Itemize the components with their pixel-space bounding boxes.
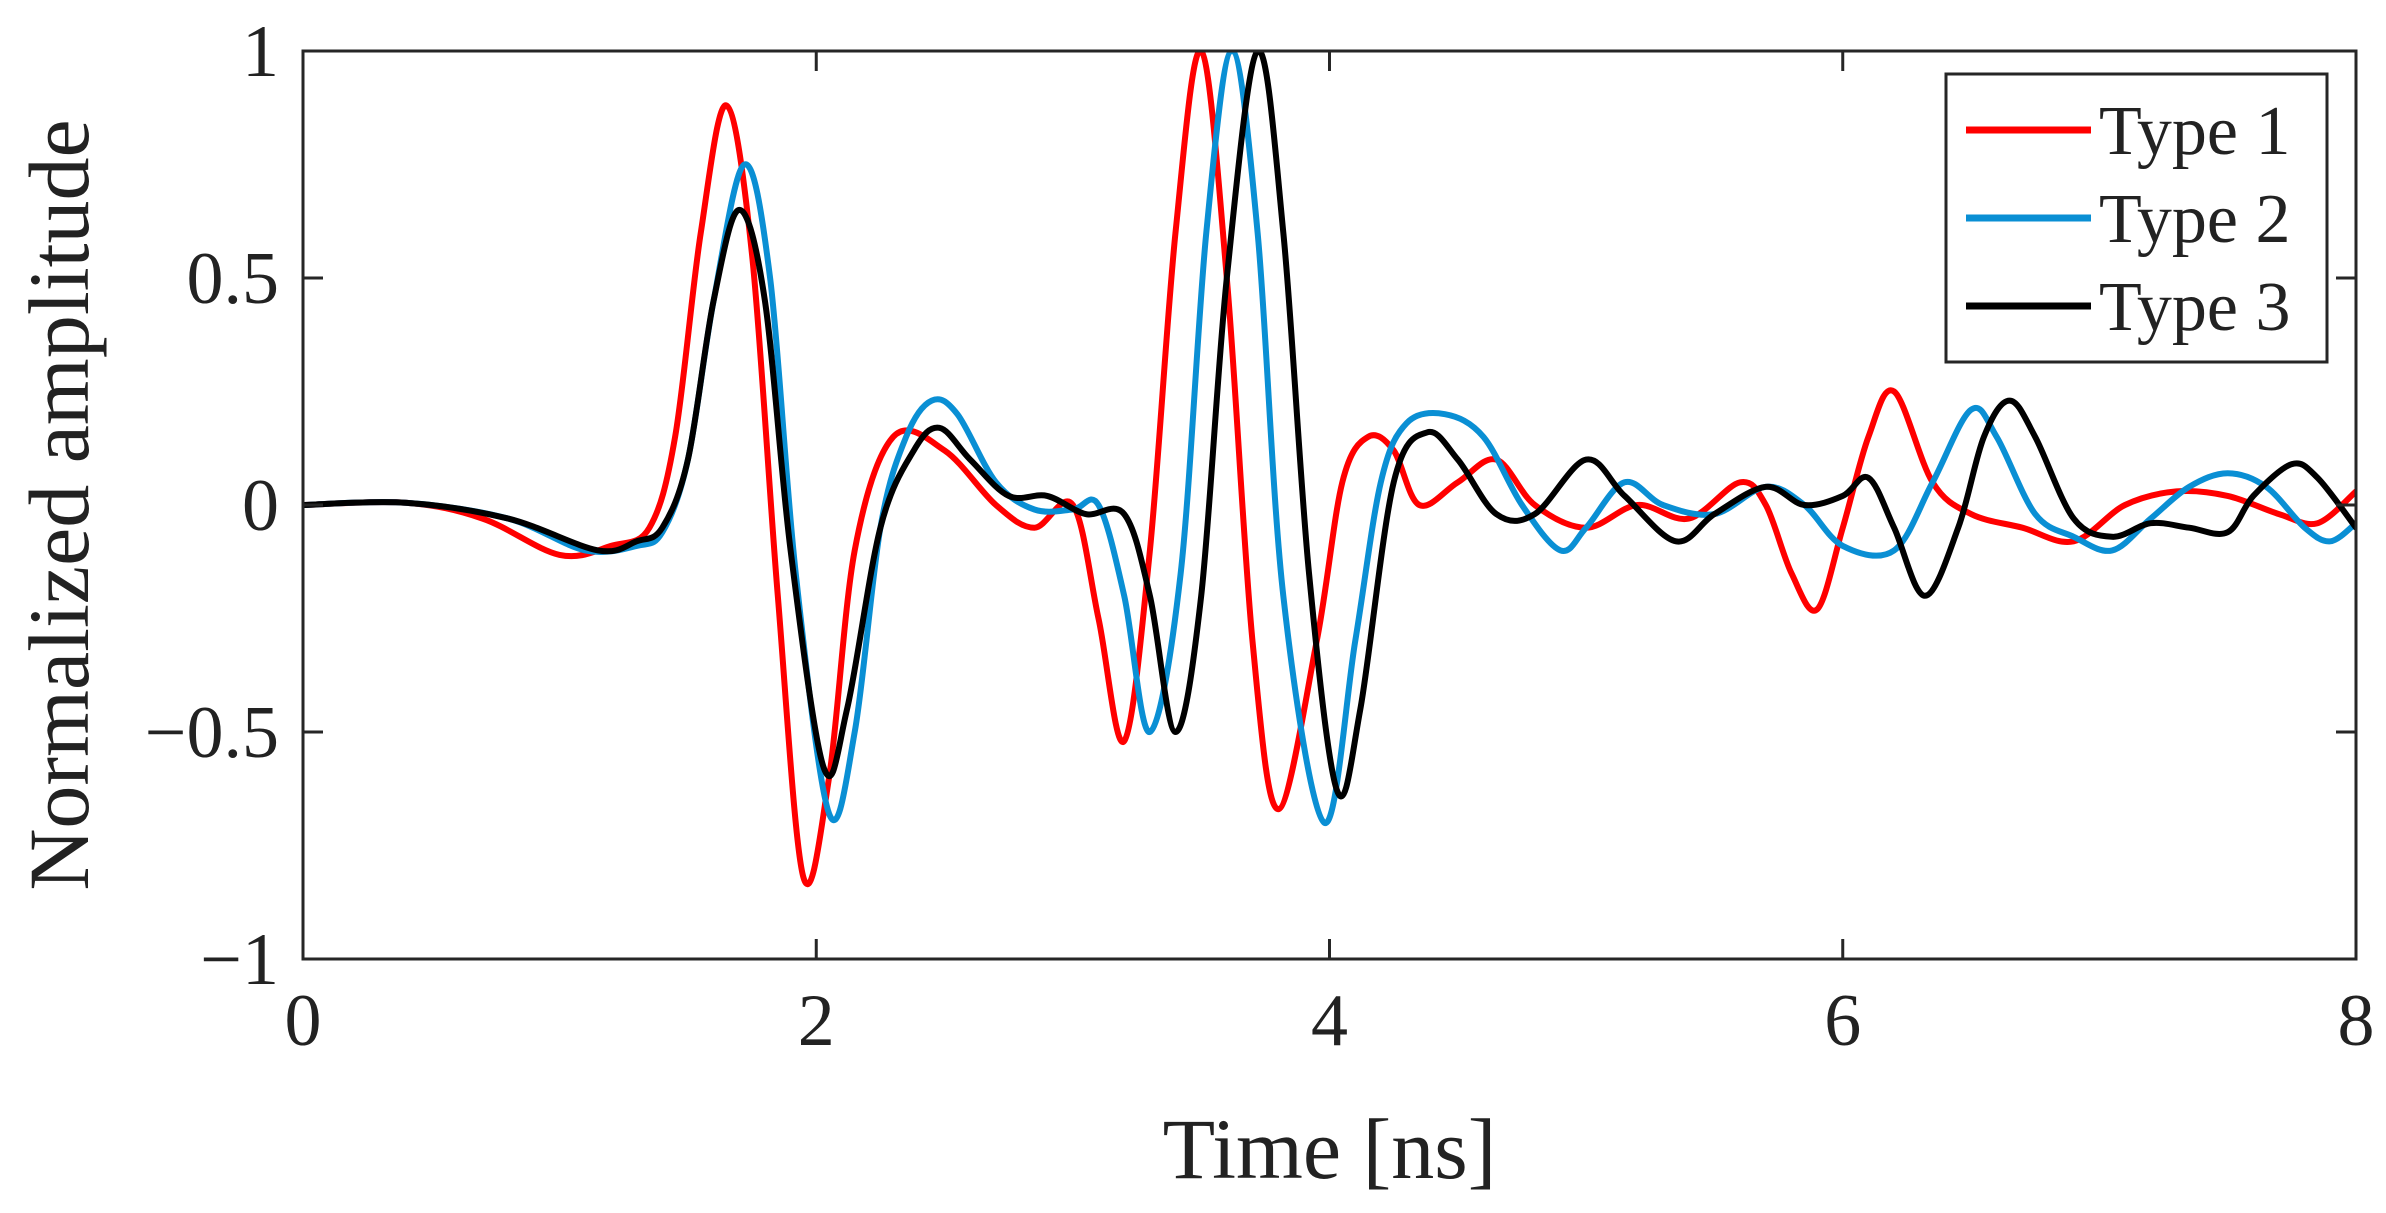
series-line-2: [303, 51, 2356, 826]
x-tick-label: 8: [2338, 980, 2375, 1062]
x-tick-label: 0: [285, 980, 322, 1062]
y-tick-label: 0.5: [187, 238, 280, 320]
x-axis-label: Time [ns]: [1163, 1101, 1497, 1197]
legend: Type 1 Type 2 Type 3: [1944, 72, 2329, 364]
y-tick-label: 0: [242, 465, 279, 547]
legend-label-2: Type 2: [2099, 181, 2290, 258]
y-tick-label: −1: [200, 919, 279, 1001]
x-tick-label: 2: [798, 980, 835, 1062]
y-tick-label: 1: [242, 11, 279, 93]
series-line-3: [303, 51, 2356, 800]
y-tick-label: −0.5: [145, 692, 279, 774]
legend-label-3: Type 3: [2099, 269, 2290, 346]
x-tick-label: 6: [1824, 980, 1861, 1062]
x-tick-label: 4: [1311, 980, 1348, 1062]
series-layer: [303, 51, 2356, 888]
axis-ticks: 0 2 4 6 8 −1 −0.5 0 0.5 1: [145, 11, 2375, 1062]
y-axis-label: Normalized amplitude: [11, 119, 107, 890]
legend-label-1: Type 1: [2099, 93, 2290, 170]
